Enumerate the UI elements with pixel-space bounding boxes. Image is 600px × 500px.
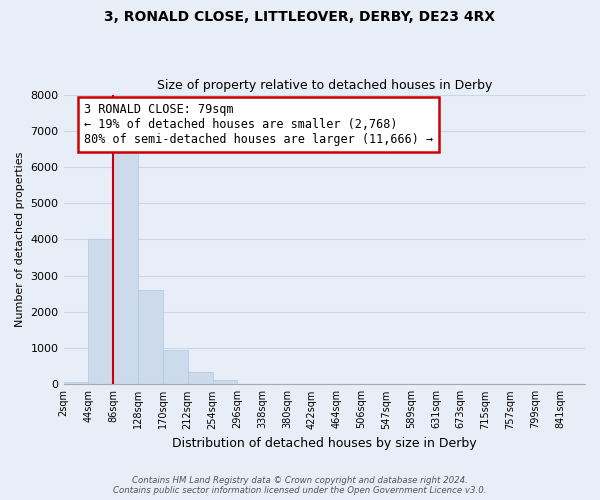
Bar — [188, 372, 212, 384]
Title: Size of property relative to detached houses in Derby: Size of property relative to detached ho… — [157, 79, 492, 92]
Bar — [113, 146, 138, 384]
Text: 3 RONALD CLOSE: 79sqm
← 19% of detached houses are smaller (2,768)
80% of semi-d: 3 RONALD CLOSE: 79sqm ← 19% of detached … — [85, 103, 434, 146]
Bar — [138, 290, 163, 384]
Text: 3, RONALD CLOSE, LITTLEOVER, DERBY, DE23 4RX: 3, RONALD CLOSE, LITTLEOVER, DERBY, DE23… — [104, 10, 496, 24]
Bar — [212, 380, 238, 384]
Bar — [88, 240, 113, 384]
X-axis label: Distribution of detached houses by size in Derby: Distribution of detached houses by size … — [172, 437, 476, 450]
Y-axis label: Number of detached properties: Number of detached properties — [15, 152, 25, 327]
Bar — [163, 350, 188, 384]
Text: Contains HM Land Registry data © Crown copyright and database right 2024.
Contai: Contains HM Land Registry data © Crown c… — [113, 476, 487, 495]
Bar — [64, 382, 88, 384]
